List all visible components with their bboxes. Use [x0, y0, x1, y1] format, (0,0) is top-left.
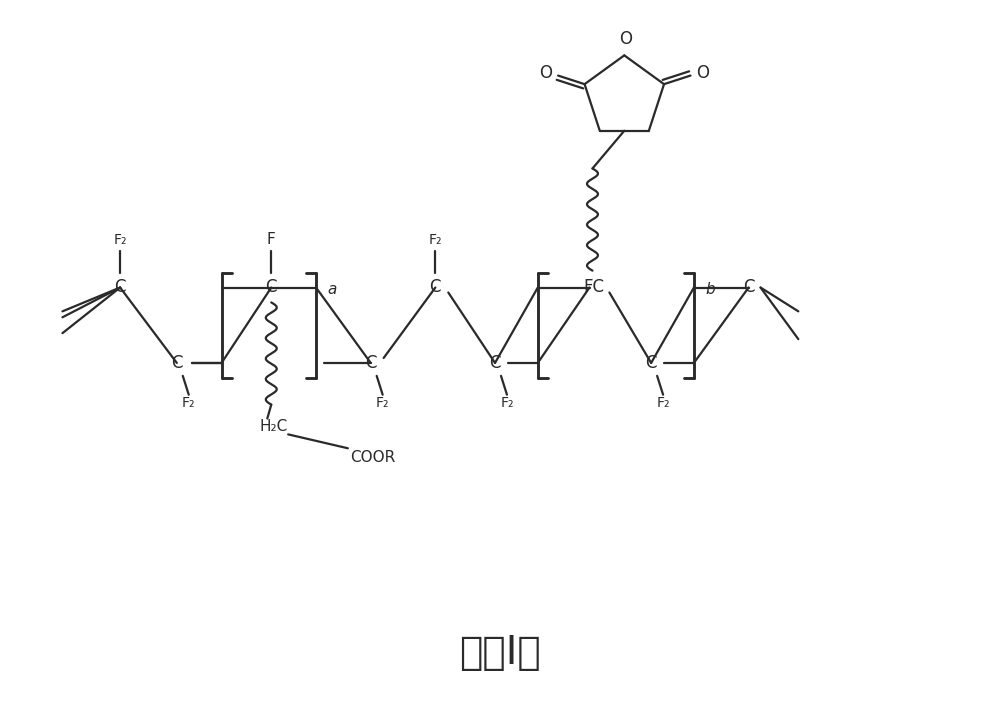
Text: F: F	[267, 232, 276, 247]
Text: F₂: F₂	[429, 233, 442, 247]
Text: C: C	[365, 354, 376, 372]
Text: C: C	[430, 278, 441, 295]
Text: O: O	[539, 64, 552, 82]
Text: 式（I）: 式（I）	[459, 633, 541, 672]
Text: C: C	[266, 278, 277, 295]
Text: C: C	[489, 354, 501, 372]
Text: F₂: F₂	[656, 395, 670, 410]
Text: F₂: F₂	[500, 395, 514, 410]
Text: O: O	[619, 31, 632, 48]
Text: F₂: F₂	[376, 395, 389, 410]
Text: F₂: F₂	[113, 233, 127, 247]
Text: C: C	[645, 354, 657, 372]
Text: O: O	[696, 64, 709, 82]
Text: a: a	[327, 282, 337, 297]
Text: F₂: F₂	[182, 395, 195, 410]
Text: C: C	[114, 278, 126, 295]
Text: C: C	[743, 278, 754, 295]
Text: COOR: COOR	[350, 449, 395, 464]
Text: FC: FC	[584, 278, 605, 295]
Text: b: b	[705, 282, 715, 297]
Text: C: C	[171, 354, 183, 372]
Text: H₂C: H₂C	[260, 419, 288, 434]
